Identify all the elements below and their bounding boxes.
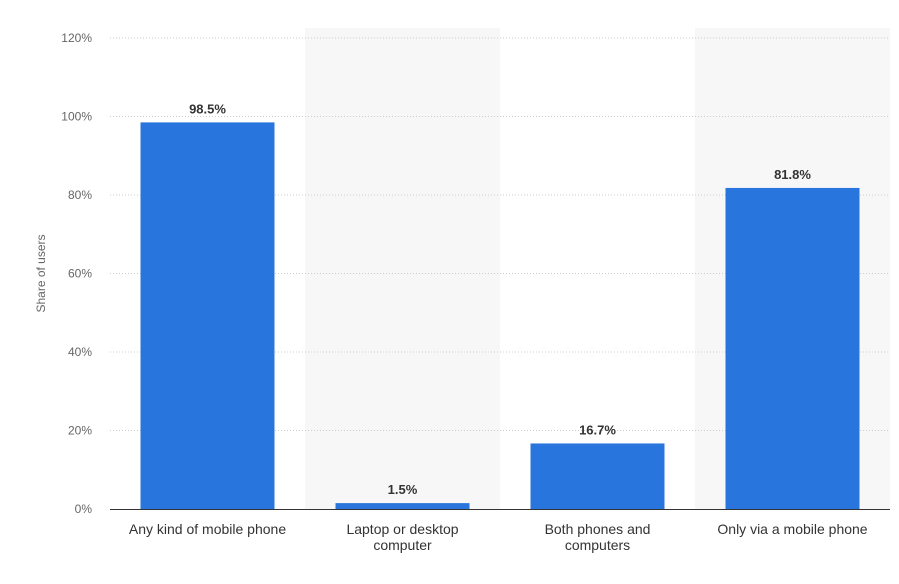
data-label: 98.5% <box>189 101 226 116</box>
y-axis-ticks: 0% 20% 40% 60% 80% 100% 120% <box>61 31 92 516</box>
x-category-label: computer <box>373 537 432 553</box>
y-tick-label: 60% <box>68 267 92 281</box>
y-tick-label: 80% <box>68 188 92 202</box>
bars <box>140 122 860 509</box>
x-category-label: Laptop or desktop <box>346 521 458 537</box>
y-axis-title: Share of users <box>34 234 48 312</box>
data-labels: 98.5% 1.5% 16.7% 81.8% <box>189 101 811 497</box>
y-tick-label: 100% <box>61 110 92 124</box>
data-label: 1.5% <box>388 482 418 497</box>
x-category-label: Both phones and <box>545 521 651 537</box>
y-tick-label: 40% <box>68 345 92 359</box>
bar[interactable] <box>335 503 470 509</box>
y-tick-label: 20% <box>68 424 92 438</box>
data-label: 16.7% <box>579 422 616 437</box>
x-axis-categories: Any kind of mobile phone Laptop or deskto… <box>129 521 868 553</box>
x-category-label: Only via a mobile phone <box>717 521 867 537</box>
bar[interactable] <box>140 122 275 509</box>
data-label: 81.8% <box>774 167 811 182</box>
y-tick-label: 120% <box>61 31 92 45</box>
bar[interactable] <box>725 187 860 509</box>
x-category-label: computers <box>565 537 630 553</box>
y-tick-label: 0% <box>75 502 93 516</box>
category-band <box>305 28 500 509</box>
x-category-label: Any kind of mobile phone <box>129 521 286 537</box>
bar[interactable] <box>530 443 665 509</box>
